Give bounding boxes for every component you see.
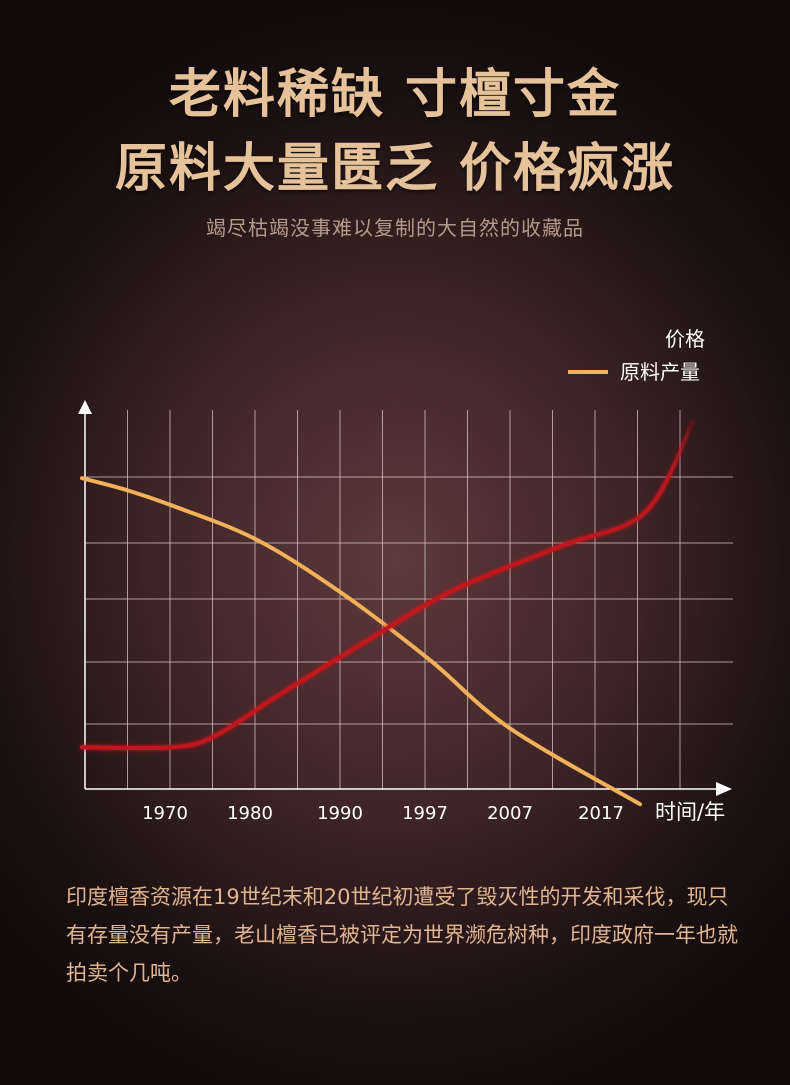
x-axis-arrow-icon bbox=[716, 782, 732, 796]
series-line-price bbox=[80, 419, 695, 751]
line-chart: 价格 原料产量 1970 1980 1990 1997 2007 2017 时间/年 bbox=[78, 327, 733, 824]
chart-axes bbox=[78, 400, 732, 796]
headline-line-1: 老料稀缺 寸檀寸金 bbox=[168, 65, 622, 125]
subtitle: 竭尽枯竭没事难以复制的大自然的收藏品 bbox=[206, 216, 584, 240]
legend-label-raw-output: 原料产量 bbox=[620, 360, 700, 384]
x-tick-label: 1997 bbox=[402, 803, 448, 824]
chart-series bbox=[80, 419, 695, 807]
x-tick-label: 2007 bbox=[487, 803, 533, 824]
x-tick-label: 2017 bbox=[578, 803, 624, 824]
x-tick-labels: 1970 1980 1990 1997 2007 2017 bbox=[142, 803, 624, 824]
x-tick-label: 1980 bbox=[227, 803, 273, 824]
x-tick-label: 1970 bbox=[142, 803, 188, 824]
chart-grid bbox=[85, 410, 733, 789]
chart-legend: 价格 原料产量 bbox=[568, 327, 705, 384]
legend-label-price: 价格 bbox=[665, 327, 705, 351]
headline-line-2: 原料大量匮乏 价格疯涨 bbox=[114, 139, 676, 199]
y-axis-arrow-icon bbox=[78, 400, 92, 414]
description-paragraph: 印度檀香资源在19世纪末和20世纪初遭受了毁灭性的开发和采伐，现只有存量没有产量… bbox=[66, 885, 738, 985]
x-axis-title: 时间/年 bbox=[655, 800, 725, 824]
series-line-raw-output bbox=[80, 476, 642, 807]
x-tick-label: 1990 bbox=[317, 803, 363, 824]
